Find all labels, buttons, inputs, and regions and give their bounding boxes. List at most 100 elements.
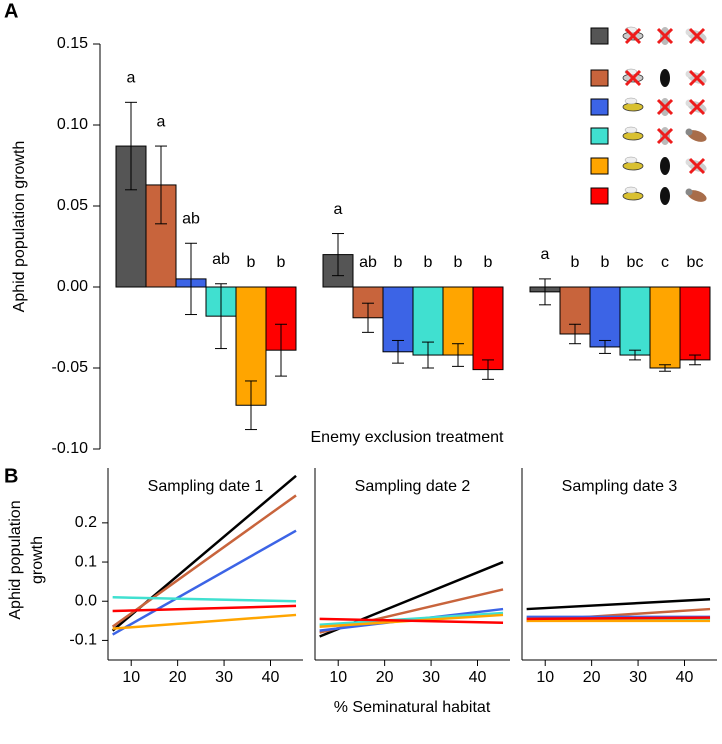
bar [679,286,711,361]
wing [624,186,638,194]
x-tick-label: 30 [215,669,233,686]
trend-line [112,604,297,613]
y-tick-label: -0.1 [69,632,97,649]
error-bar [245,380,257,431]
error-bar [215,283,227,350]
trend-line [112,613,297,630]
panel-label: A [4,0,18,22]
error-bar [155,145,167,225]
subplot-title: Sampling date 1 [148,478,264,495]
panel-label: B [4,465,18,487]
x-axis-label: Enemy exclusion treatment [311,429,505,446]
error-bar [599,339,611,354]
significance-letter: b [454,254,463,271]
x-tick-label: 40 [469,669,487,686]
significance-letter: bc [687,254,704,271]
x-tick-label: 30 [422,669,440,686]
x-tick-label: 10 [536,669,554,686]
trend-line [526,598,711,611]
bird-head [685,128,693,136]
exclusion-cross [656,27,674,45]
wing [624,126,638,134]
wasp-icon [622,191,644,201]
trend-line [112,529,297,636]
trend-line [319,611,504,626]
error-bar [482,359,494,380]
error-bar [689,354,701,366]
x-tick-label: 30 [629,669,647,686]
y-tick-label: 0.00 [57,278,88,295]
error-bar [275,323,287,377]
y-tick-label: 0.15 [57,35,88,52]
x-tick-label: 20 [583,669,601,686]
y-tick-label: 0.1 [75,553,97,570]
subplot-title: Sampling date 2 [355,478,471,495]
x-tick-label: 10 [329,669,347,686]
exclusion-cross [688,27,706,45]
significance-letter: b [247,254,256,271]
significance-letter: ab [359,254,377,271]
y-tick-label: 0.10 [57,116,88,133]
trend-line [112,596,297,603]
significance-letter: a [127,70,136,87]
significance-letter: ab [182,210,200,227]
y-tick-label: 0.05 [57,197,88,214]
exclusion-cross [688,157,706,175]
trend-line [526,616,711,621]
significance-letter: b [394,254,403,271]
error-bar [629,349,641,361]
significance-letter: b [571,254,580,271]
subplot-title: Sampling date 3 [562,478,678,495]
x-tick-label: 20 [376,669,394,686]
bird-head [685,188,693,196]
significance-letter: b [277,254,286,271]
beetle-icon [660,187,670,205]
exclusion-cross [656,127,674,145]
x-tick-label: 40 [262,669,280,686]
y-axis-label: growth [29,536,46,584]
y-tick-label: -0.05 [52,359,89,376]
bar [649,286,681,369]
error-bar [422,341,434,369]
legend-swatch [590,157,609,175]
x-tick-label: 20 [169,669,187,686]
wing [624,156,638,164]
x-tick-label: 10 [122,669,140,686]
exclusion-cross [688,69,706,87]
beetle-icon [660,69,670,87]
y-axis-label: Aphid population growth [11,141,28,313]
y-tick-label: 0.2 [75,514,97,531]
error-bar [332,233,344,277]
wasp-icon [622,161,644,171]
legend-swatch [590,69,609,87]
error-bar [539,278,551,306]
wasp-icon [622,102,644,112]
exclusion-cross [624,27,642,45]
error-bar [125,101,137,191]
legend-swatch [590,98,609,116]
error-bar [569,323,581,345]
y-tick-label: -0.10 [52,440,89,457]
exclusion-cross [624,69,642,87]
legend-swatch [590,127,609,145]
trend-line [319,617,504,625]
significance-letter: b [484,254,493,271]
bar [619,286,651,356]
error-bar [392,339,404,364]
significance-letter: a [334,201,343,218]
beetle-icon [660,157,670,175]
significance-letter: b [601,254,610,271]
error-bar [659,364,671,372]
significance-letter: b [424,254,433,271]
y-axis-label: Aphid population [7,500,24,619]
significance-letter: a [541,246,550,263]
y-tick-label: 0.0 [75,592,97,609]
x-tick-label: 40 [676,669,694,686]
wing [624,97,638,105]
error-bar [452,343,464,367]
significance-letter: bc [627,254,644,271]
x-axis-label: % Seminatural habitat [334,699,491,716]
significance-letter: c [661,254,669,271]
exclusion-cross [656,98,674,116]
